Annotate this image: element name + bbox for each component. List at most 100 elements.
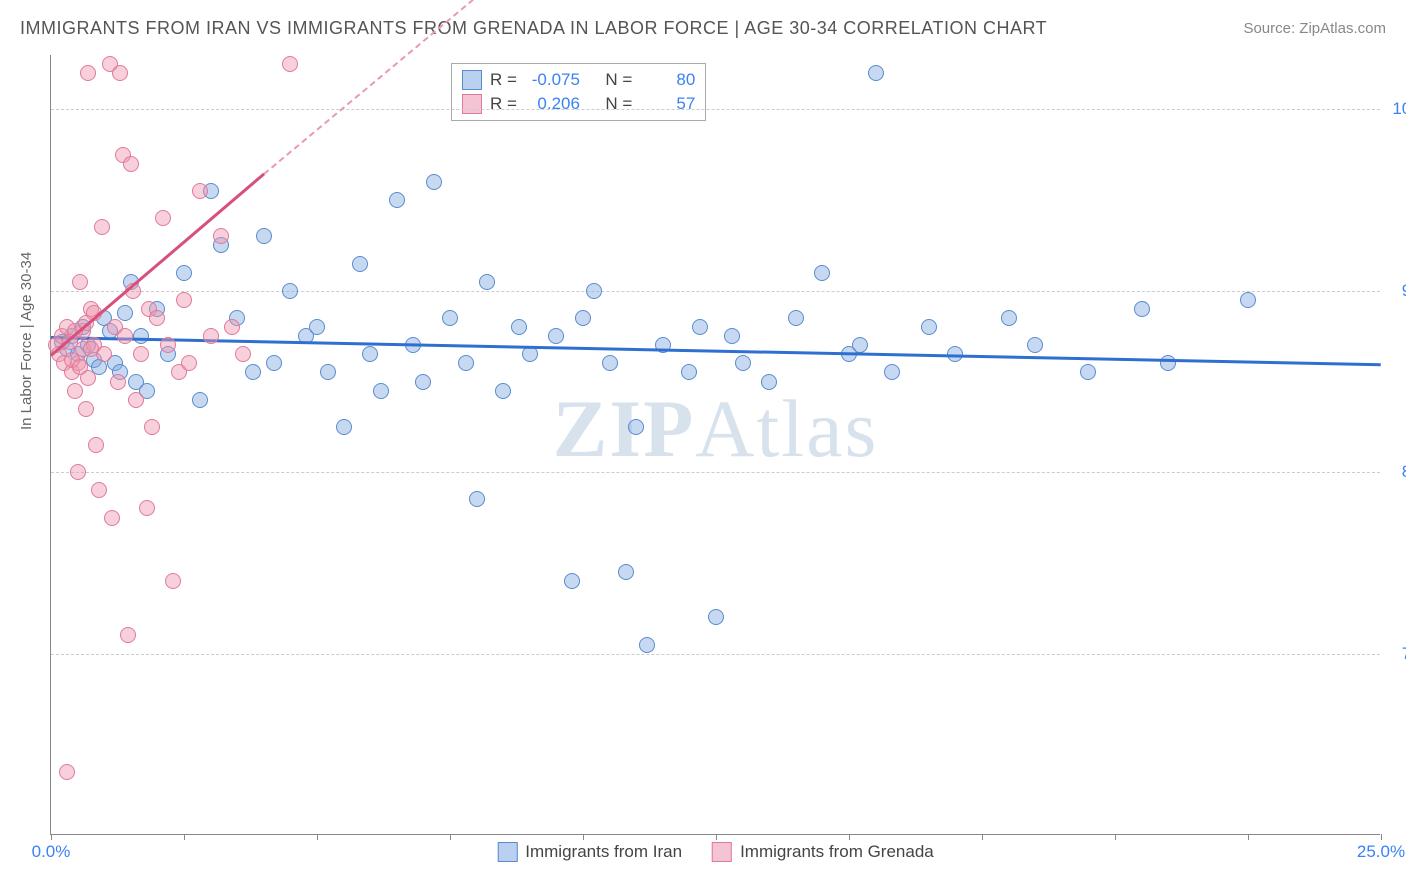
scatter-point bbox=[1240, 292, 1256, 308]
scatter-point bbox=[139, 500, 155, 516]
scatter-point bbox=[1027, 337, 1043, 353]
scatter-point bbox=[852, 337, 868, 353]
scatter-point bbox=[176, 265, 192, 281]
scatter-point bbox=[548, 328, 564, 344]
scatter-point bbox=[511, 319, 527, 335]
scatter-point bbox=[788, 310, 804, 326]
scatter-point bbox=[91, 482, 107, 498]
scatter-point bbox=[235, 346, 251, 362]
gridline-h bbox=[51, 109, 1380, 110]
stats-row-grenada: R = 0.206 N = 57 bbox=[462, 92, 695, 116]
scatter-point bbox=[104, 510, 120, 526]
scatter-point bbox=[88, 437, 104, 453]
plot-area: ZIPAtlas R = -0.075 N = 80 R = 0.206 N =… bbox=[50, 55, 1380, 835]
scatter-point bbox=[373, 383, 389, 399]
scatter-point bbox=[133, 328, 149, 344]
scatter-point bbox=[192, 183, 208, 199]
scatter-point bbox=[67, 383, 83, 399]
x-tick bbox=[849, 834, 850, 840]
gridline-h bbox=[51, 654, 1380, 655]
scatter-point bbox=[479, 274, 495, 290]
scatter-point bbox=[309, 319, 325, 335]
scatter-point bbox=[708, 609, 724, 625]
gridline-h bbox=[51, 291, 1380, 292]
scatter-point bbox=[320, 364, 336, 380]
scatter-point bbox=[415, 374, 431, 390]
scatter-point bbox=[469, 491, 485, 507]
x-tick-label: 0.0% bbox=[32, 842, 71, 862]
x-tick bbox=[982, 834, 983, 840]
scatter-point bbox=[921, 319, 937, 335]
scatter-point bbox=[78, 401, 94, 417]
scatter-point bbox=[128, 392, 144, 408]
scatter-point bbox=[586, 283, 602, 299]
scatter-point bbox=[352, 256, 368, 272]
scatter-point bbox=[70, 464, 86, 480]
scatter-point bbox=[868, 65, 884, 81]
x-tick bbox=[51, 834, 52, 840]
scatter-point bbox=[735, 355, 751, 371]
scatter-point bbox=[761, 374, 777, 390]
scatter-point bbox=[628, 419, 644, 435]
scatter-point bbox=[213, 228, 229, 244]
stats-row-iran: R = -0.075 N = 80 bbox=[462, 68, 695, 92]
scatter-point bbox=[362, 346, 378, 362]
swatch-iran bbox=[497, 842, 517, 862]
scatter-point bbox=[681, 364, 697, 380]
scatter-point bbox=[123, 156, 139, 172]
x-tick bbox=[1115, 834, 1116, 840]
scatter-point bbox=[80, 65, 96, 81]
scatter-point bbox=[72, 359, 88, 375]
scatter-point bbox=[165, 573, 181, 589]
y-axis-title: In Labor Force | Age 30-34 bbox=[18, 252, 35, 430]
scatter-point bbox=[112, 65, 128, 81]
scatter-point bbox=[155, 210, 171, 226]
scatter-point bbox=[495, 383, 511, 399]
y-tick-label: 100.0% bbox=[1390, 99, 1406, 119]
scatter-point bbox=[245, 364, 261, 380]
scatter-point bbox=[724, 328, 740, 344]
scatter-point bbox=[149, 310, 165, 326]
scatter-point bbox=[282, 56, 298, 72]
scatter-point bbox=[224, 319, 240, 335]
swatch-grenada bbox=[712, 842, 732, 862]
scatter-point bbox=[59, 764, 75, 780]
scatter-point bbox=[94, 219, 110, 235]
trend-line bbox=[51, 336, 1381, 366]
scatter-point bbox=[1134, 301, 1150, 317]
scatter-point bbox=[389, 192, 405, 208]
scatter-point bbox=[336, 419, 352, 435]
scatter-point bbox=[639, 637, 655, 653]
scatter-point bbox=[192, 392, 208, 408]
x-tick bbox=[716, 834, 717, 840]
bottom-legend: Immigrants from Iran Immigrants from Gre… bbox=[497, 842, 934, 862]
gridline-h bbox=[51, 472, 1380, 473]
y-tick-label: 80.0% bbox=[1390, 462, 1406, 482]
scatter-point bbox=[458, 355, 474, 371]
legend-item-grenada: Immigrants from Grenada bbox=[712, 842, 934, 862]
scatter-point bbox=[884, 364, 900, 380]
watermark: ZIPAtlas bbox=[553, 382, 879, 476]
y-tick-label: 70.0% bbox=[1390, 644, 1406, 664]
scatter-point bbox=[282, 283, 298, 299]
scatter-point bbox=[1080, 364, 1096, 380]
scatter-point bbox=[426, 174, 442, 190]
scatter-point bbox=[814, 265, 830, 281]
scatter-point bbox=[602, 355, 618, 371]
scatter-point bbox=[72, 274, 88, 290]
scatter-point bbox=[564, 573, 580, 589]
scatter-point bbox=[575, 310, 591, 326]
scatter-point bbox=[442, 310, 458, 326]
x-tick bbox=[450, 834, 451, 840]
stats-legend: R = -0.075 N = 80 R = 0.206 N = 57 bbox=[451, 63, 706, 121]
scatter-point bbox=[692, 319, 708, 335]
x-tick bbox=[184, 834, 185, 840]
scatter-point bbox=[266, 355, 282, 371]
scatter-point bbox=[83, 341, 99, 357]
x-tick bbox=[1248, 834, 1249, 840]
scatter-point bbox=[176, 292, 192, 308]
scatter-point bbox=[120, 627, 136, 643]
x-tick-label: 25.0% bbox=[1357, 842, 1405, 862]
scatter-point bbox=[203, 328, 219, 344]
scatter-point bbox=[256, 228, 272, 244]
